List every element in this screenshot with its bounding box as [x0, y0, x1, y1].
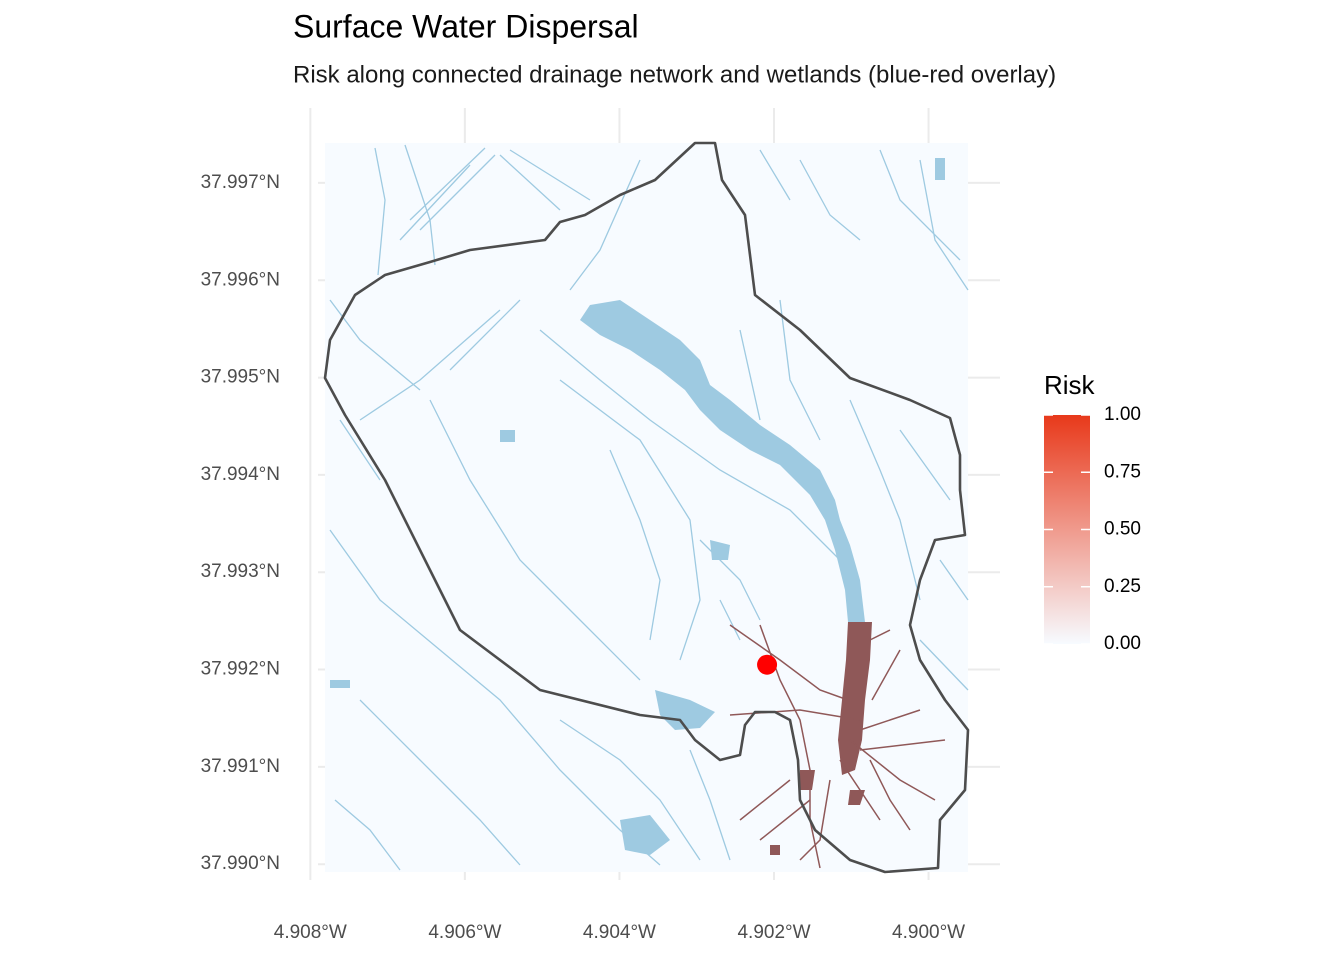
y-tick-label: 37.991°N — [201, 756, 280, 777]
risk-overlay — [729, 622, 946, 869]
legend-label: 0.75 — [1104, 461, 1141, 482]
legend-label: 0.50 — [1104, 519, 1141, 540]
y-tick-label: 37.992°N — [201, 659, 280, 680]
catchment-boundary — [323, 141, 970, 874]
x-tick-label: 4.904°W — [583, 922, 656, 943]
legend-label: 0.25 — [1104, 576, 1141, 597]
y-tick-label: 37.990°N — [201, 853, 280, 874]
legend: Risk 0.00 0.25 0.50 0.75 1.00 — [1044, 370, 1141, 654]
x-tick-label: 4.902°W — [737, 922, 810, 943]
legend-label: 1.00 — [1104, 404, 1141, 425]
x-tick-label: 4.908°W — [274, 922, 347, 943]
legend-label: 0.00 — [1104, 633, 1141, 654]
y-tick-label: 37.997°N — [201, 172, 280, 193]
chart-subtitle: Risk along connected drainage network an… — [293, 61, 1056, 88]
y-tick-label: 37.994°N — [201, 464, 280, 485]
x-tick-label: 4.906°W — [428, 922, 501, 943]
drainage-network — [329, 144, 969, 871]
source-point — [757, 654, 778, 675]
x-tick-label: 4.900°W — [892, 922, 965, 943]
y-tick-label: 37.996°N — [201, 269, 280, 290]
y-tick-label: 37.993°N — [201, 561, 280, 582]
legend-title: Risk — [1044, 370, 1096, 400]
marks — [757, 654, 778, 675]
chart-title: Surface Water Dispersal — [293, 8, 639, 44]
y-tick-label: 37.995°N — [201, 367, 280, 388]
